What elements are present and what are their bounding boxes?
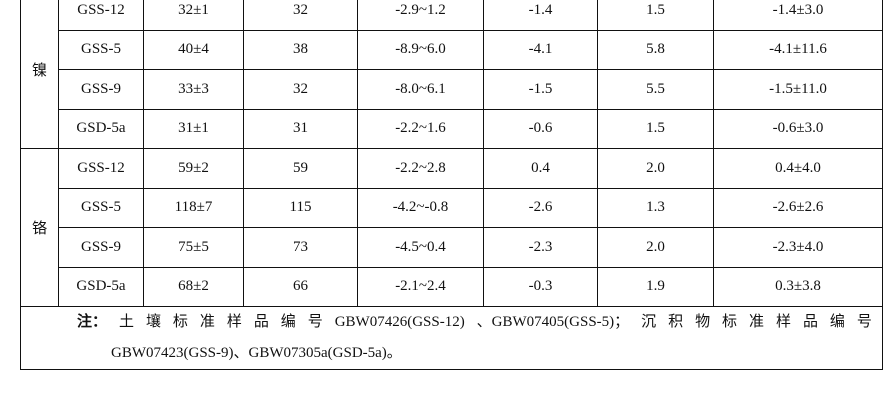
- table-cell: -2.6: [483, 187, 598, 228]
- table-cell: 59: [243, 148, 358, 189]
- table-cell: 0.4±4.0: [713, 148, 883, 189]
- table-cell: -2.3: [483, 227, 598, 268]
- note-word: 、GBW07405(GSS-5)；: [476, 314, 630, 330]
- table-cell: -1.5±11.0: [713, 69, 883, 110]
- note-word: 号: [856, 314, 872, 330]
- table-cell: -1.4: [483, 0, 598, 31]
- element-cell: 镍: [20, 0, 59, 149]
- table-cell: -2.6±2.6: [713, 187, 883, 228]
- table-cell: -1.5: [483, 69, 598, 110]
- table-cell: -2.2~1.6: [357, 108, 484, 149]
- table-cell: 2.0: [597, 227, 714, 268]
- table-cell: -2.9~1.2: [357, 0, 484, 31]
- table-cell: 2.0: [597, 148, 714, 189]
- note-word: 编: [829, 314, 845, 330]
- table-cell: 115: [243, 187, 358, 228]
- table-cell: -0.6±3.0: [713, 108, 883, 149]
- table-cell: 31±1: [143, 108, 244, 149]
- table-cell: GSS-12: [58, 0, 144, 31]
- table-cell: 1.9: [597, 266, 714, 307]
- note-word: 土: [118, 314, 134, 330]
- table-row: 铬 GSS-12 59±2 59 -2.2~2.8 0.4 2.0 0.4±4.0: [20, 148, 883, 307]
- table-row: GSS-9 33±3 32 -8.0~6.1 -1.5 5.5 -1.5±11.0: [21, 69, 883, 110]
- table-cell: -4.5~0.4: [357, 227, 484, 268]
- note-line2: GBW07423(GSS-9)、GBW07305a(GSD-5a)。: [111, 345, 402, 361]
- table-cell: 32: [243, 69, 358, 110]
- table-cell: 38: [243, 29, 358, 70]
- table-cell: 0.3±3.8: [713, 266, 883, 307]
- table-cell: 40±4: [143, 29, 244, 70]
- table-row: GSS-5 118±7 115 -4.2~-0.8 -2.6 1.3 -2.6±2.6: [21, 187, 883, 228]
- table-note: 注：土壤标准样品编号 GBW07426(GSS-12) 、GBW07405(GSS-…: [20, 306, 883, 370]
- note-word: 品: [253, 314, 269, 330]
- table-cell: 5.8: [597, 29, 714, 70]
- table-cell: 118±7: [143, 187, 244, 228]
- table-cell: 5.5: [597, 69, 714, 110]
- note-word: 积: [668, 314, 684, 330]
- note-word: GBW07426(GSS-12): [334, 314, 465, 330]
- table-cell: 33±3: [143, 69, 244, 110]
- table-cell: -4.1±11.6: [713, 29, 883, 70]
- table-cell: 73: [243, 227, 358, 268]
- note-word: 编: [280, 314, 296, 330]
- table-cell: 32±1: [143, 0, 244, 31]
- note-word: 沉: [641, 314, 657, 330]
- table-cell: GSD-5a: [58, 266, 144, 307]
- table-cell: -2.1~2.4: [357, 266, 484, 307]
- note-word: 标: [172, 314, 188, 330]
- table-cell: -2.3±4.0: [713, 227, 883, 268]
- table-cell: -4.1: [483, 29, 598, 70]
- table-cell: GSS-12: [58, 148, 144, 189]
- note-word: 样: [226, 314, 242, 330]
- note-word: 样: [775, 314, 791, 330]
- results-table: 镍 GSS-12 32±1 32 -2.9~1.2 -1.4 1.5 -1.4±3.0 GSS-…: [20, 0, 883, 370]
- table-row: 镍 GSS-12 32±1 32 -2.9~1.2 -1.4 1.5 -1.4±3.0: [20, 0, 883, 149]
- table-row: GSS-9 75±5 73 -4.5~0.4 -2.3 2.0 -2.3±4.0: [21, 227, 883, 268]
- table-cell: -0.6: [483, 108, 598, 149]
- table-cell: -8.0~6.1: [357, 69, 484, 110]
- note-word: 品: [802, 314, 818, 330]
- note-word: 号: [307, 314, 323, 330]
- note-word: 壤: [145, 314, 161, 330]
- element-cell: 铬: [20, 148, 59, 307]
- table-row: GSS-5 40±4 38 -8.9~6.0 -4.1 5.8 -4.1±11.6: [21, 29, 883, 70]
- table-cell: GSD-5a: [58, 108, 144, 149]
- table-cell: 31: [243, 108, 358, 149]
- note-word: 物: [695, 314, 711, 330]
- table-cell: 1.5: [597, 108, 714, 149]
- table-cell: GSS-5: [58, 29, 144, 70]
- table-cell: -8.9~6.0: [357, 29, 484, 70]
- table-cell: -1.4±3.0: [713, 0, 883, 31]
- table-cell: -2.2~2.8: [357, 148, 484, 189]
- table-cell: GSS-9: [58, 69, 144, 110]
- note-label: 注：: [77, 314, 108, 330]
- table-cell: GSS-9: [58, 227, 144, 268]
- table-row: GSD-5a 31±1 31 -2.2~1.6 -0.6 1.5 -0.6±3.0: [21, 108, 883, 149]
- table-cell: -0.3: [483, 266, 598, 307]
- table-row: GSD-5a 68±2 66 -2.1~2.4 -0.3 1.9 0.3±3.8: [21, 266, 883, 307]
- note-word: 标: [722, 314, 738, 330]
- table-cell: -4.2~-0.8: [357, 187, 484, 228]
- table-cell: 32: [243, 0, 358, 31]
- table-cell: 75±5: [143, 227, 244, 268]
- note-word: 准: [199, 314, 215, 330]
- table-cell: 0.4: [483, 148, 598, 189]
- note-word: 准: [749, 314, 765, 330]
- table-cell: 1.3: [597, 187, 714, 228]
- table-cell: 66: [243, 266, 358, 307]
- table-cell: GSS-5: [58, 187, 144, 228]
- table-cell: 59±2: [143, 148, 244, 189]
- table-cell: 1.5: [597, 0, 714, 31]
- table-cell: 68±2: [143, 266, 244, 307]
